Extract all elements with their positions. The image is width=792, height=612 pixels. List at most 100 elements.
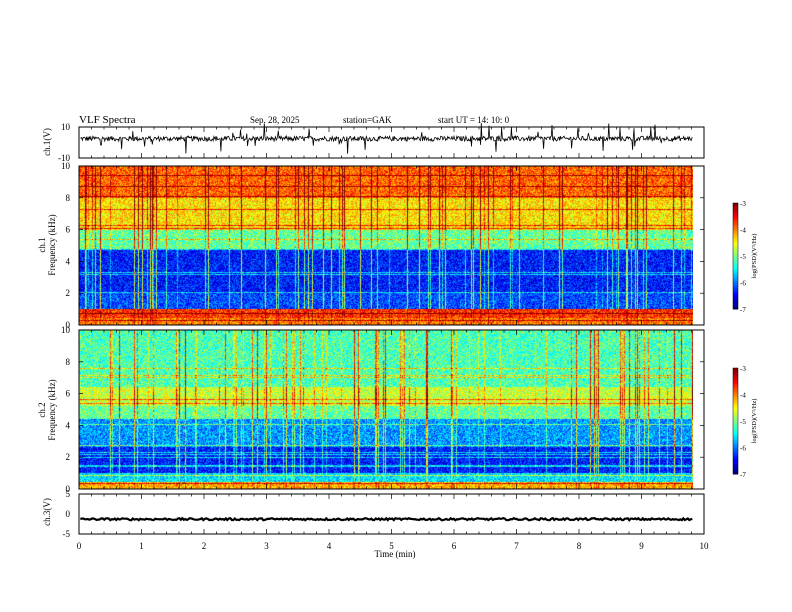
ch1-cbar-segment [733, 229, 738, 232]
ch3-ytick-label: -5 [63, 529, 71, 539]
ch2-spectrogram-panel: 0 2 4 6 8 10 ch.2 Frequency (kHz) [37, 325, 705, 494]
ch2-spec-ytick-label: 4 [66, 420, 71, 430]
ch1-cbar-segment [733, 287, 738, 290]
ch2-cbar-segment [733, 444, 738, 447]
ch1-cbar-segment [733, 289, 738, 292]
ch1-cbar-tick: -6 [740, 280, 746, 288]
ch1-cbar-segment [733, 271, 738, 274]
ch2-spectrogram-ylabel-line2: Frequency (kHz) [47, 379, 57, 440]
ch2-cbar-segment [733, 412, 738, 415]
ch1-cbar-segment [733, 273, 738, 276]
ch1-spec-ytick-label: 10 [61, 161, 71, 171]
ch2-cbar-segment [733, 450, 738, 453]
ch2-cbar-segment [733, 394, 738, 397]
ch2-spec-ytick-label: 8 [66, 357, 71, 367]
ch1-cbar-segment [733, 281, 738, 284]
ch3-waveform-panel: 5 0 -5 ch.3(V) 0 1 2 3 4 5 6 7 8 9 10 Time (min) [42, 489, 709, 559]
ch2-spec-ytick-label: 10 [61, 325, 71, 335]
x-tick-label: 9 [639, 541, 644, 551]
ch1-waveform-ylabel: ch.1(V) [42, 128, 52, 156]
ch1-spectrogram-panel: 0 2 4 6 8 10 ch.1 Frequency (kHz) [37, 161, 705, 330]
ch2-cbar-frame [732, 367, 739, 475]
ch2-cbar-segment [733, 404, 738, 407]
ch1-cbar-segment [733, 305, 738, 308]
ch1-cbar-segment [733, 253, 738, 256]
ch1-cbar-segment [733, 217, 738, 220]
ch1-cbar-segment [733, 259, 738, 262]
figure-title: VLF Spectra [79, 114, 136, 126]
ch1-cbar-segment [733, 279, 738, 282]
ch2-cbar-segment [733, 402, 738, 405]
ch2-cbar-segment [733, 432, 738, 435]
ch1-cbar-segment [733, 257, 738, 260]
ch1-cbar-segment [733, 215, 738, 218]
ch1-cbar-segment [733, 247, 738, 250]
ch2-cbar-segment [733, 470, 738, 473]
x-tick-label: 3 [264, 541, 269, 551]
ch2-cbar-segment [733, 462, 738, 465]
ch1-ytick-top: 10 [61, 122, 71, 132]
ch1-cbar-segment [733, 211, 738, 214]
ch1-cbar-segment [733, 285, 738, 288]
ch1-cbar-segment [733, 221, 738, 224]
ch1-cbar-segment [733, 231, 738, 234]
ch2-cbar-segment [733, 424, 738, 427]
ch1-cbar-segment [733, 251, 738, 254]
ch1-spec-ytick-label: 6 [66, 225, 71, 235]
ch2-cbar-segment [733, 410, 738, 413]
ch1-cbar-segment [733, 205, 738, 208]
ch1-waveform-panel: 10 -10 ch.1(V) [42, 122, 705, 163]
x-tick-label: 4 [327, 541, 332, 551]
ch2-cbar-segment [733, 458, 738, 461]
ch1-cbar-segment [733, 307, 738, 310]
ch1-cbar-segment [733, 203, 738, 206]
ch2-cbar-tick: -4 [740, 392, 746, 400]
ch2-spec-ytick-label: 0 [66, 484, 71, 494]
ch2-cbar-segment [733, 408, 738, 411]
ch2-cbar-segment [733, 414, 738, 417]
ch2-cbar-label: log(PSD)(V²/Hz) [751, 399, 758, 444]
x-tick-label: 1 [139, 541, 144, 551]
ch2-cbar-segment [733, 448, 738, 451]
ch2-cbar-segment [733, 440, 738, 443]
ch2-cbar-segment [733, 376, 738, 379]
ch2-spec-ytick-label: 2 [66, 452, 71, 462]
ch2-cbar-segment [733, 430, 738, 433]
ch1-cbar-segment [733, 291, 738, 294]
ch1-cbar-segment [733, 265, 738, 268]
ch2-cbar-segment [733, 426, 738, 429]
x-tick-label: 0 [77, 541, 82, 551]
ch2-cbar-tick: -6 [740, 445, 746, 453]
ch1-cbar-tick: -4 [740, 227, 746, 235]
ch1-cbar-segment [733, 255, 738, 258]
ch2-cbar-tick: -5 [740, 418, 746, 426]
ch2-cbar-segment [733, 428, 738, 431]
x-tick-label: 7 [514, 541, 519, 551]
ch2-cbar-segment [733, 438, 738, 441]
ch1-cbar-tick: -5 [740, 253, 746, 261]
station-label: station=GAK [343, 115, 392, 125]
ch2-cbar-segment [733, 378, 738, 381]
ch1-cbar-segment [733, 263, 738, 266]
ch1-cbar-segment [733, 275, 738, 278]
ch2-cbar-segment [733, 468, 738, 471]
ch2-cbar-segment [733, 418, 738, 421]
ch2-colorbar: -3 -4 -5 -6 -7 log(PSD)(V²/Hz) [732, 365, 758, 479]
ch2-spectrogram-ylabel-line1: ch.2 [37, 402, 47, 417]
ch2-cbar-segment [733, 436, 738, 439]
ch1-ytick-bottom: -10 [58, 153, 70, 163]
ch2-cbar-segment [733, 406, 738, 409]
ch2-cbar-tick: -3 [740, 365, 746, 373]
ch1-cbar-segment [733, 301, 738, 304]
ch1-cbar-segment [733, 225, 738, 228]
ch2-cbar-segment [733, 380, 738, 383]
ch1-cbar-segment [733, 295, 738, 298]
ch1-cbar-segment [733, 299, 738, 302]
ch1-cbar-label: log(PSD)(V²/Hz) [751, 234, 758, 279]
ch2-cbar-segment [733, 392, 738, 395]
ch1-waveform-trace [80, 123, 693, 154]
ch2-cbar-segment [733, 420, 738, 423]
ch2-cbar-segment [733, 454, 738, 457]
ch2-cbar-segment [733, 466, 738, 469]
